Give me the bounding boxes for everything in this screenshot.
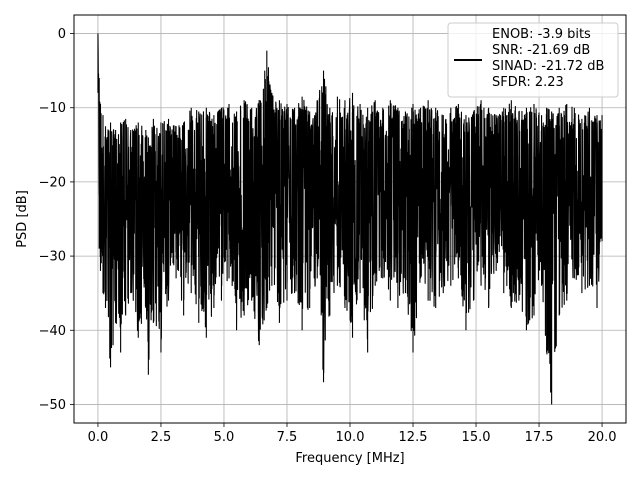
x-tick-label: 20.0: [588, 430, 617, 445]
y-tick-label: −10: [39, 101, 66, 116]
legend-sfdr: SFDR: 2.23: [492, 75, 564, 90]
y-tick-label: 0: [58, 27, 66, 42]
y-tick-label: −30: [39, 250, 66, 265]
x-tick-label: 17.5: [525, 430, 554, 445]
y-axis-label: PSD [dB]: [15, 190, 30, 248]
x-tick-label: 2.5: [151, 430, 172, 445]
x-tick-label: 12.5: [399, 430, 428, 445]
legend-snr: SNR: -21.69 dB: [492, 43, 590, 58]
y-tick-label: −50: [39, 398, 66, 413]
x-axis-ticks: 0.0 2.5 5.0 7.5 10.0 12.5 15.0 17.5 20.0: [88, 423, 617, 445]
x-tick-label: 7.5: [277, 430, 298, 445]
psd-series-line: [97, 33, 603, 405]
psd-trace: [97, 33, 603, 405]
y-tick-label: −40: [39, 324, 66, 339]
legend-box: [447, 22, 619, 98]
x-tick-label: 15.0: [462, 430, 491, 445]
y-axis-ticks: 0 −10 −20 −30 −40 −50: [39, 27, 74, 413]
legend-enob: ENOB: -3.9 bits: [492, 27, 591, 42]
x-tick-label: 10.0: [336, 430, 365, 445]
x-tick-label: 5.0: [214, 430, 235, 445]
y-tick-label: −20: [39, 175, 66, 190]
x-axis-label: Frequency [MHz]: [295, 451, 404, 466]
legend: ENOB: -3.9 bits SNR: -21.69 dB SINAD: -2…: [447, 22, 619, 98]
legend-sinad: SINAD: -21.72 dB: [492, 59, 604, 74]
x-tick-label: 0.0: [88, 430, 109, 445]
